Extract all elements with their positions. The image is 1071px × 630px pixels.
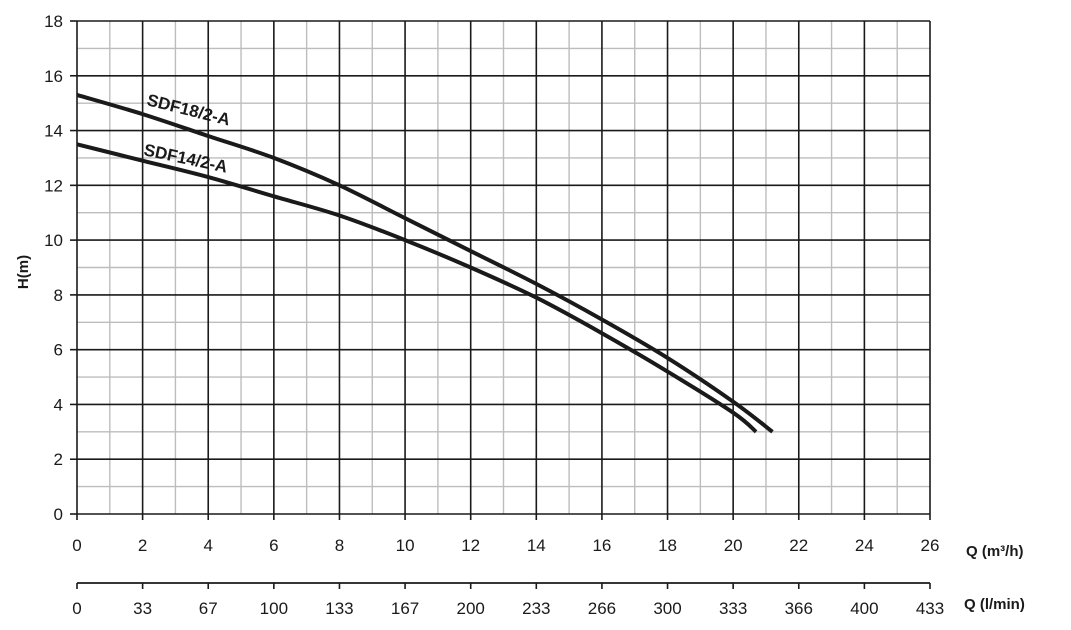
y-tick-labels: 0 2 4 6 8 10 12 14 16 18: [44, 12, 63, 524]
series-line-sdf14-2-a: [76, 142, 758, 434]
x-tick-label: 16: [592, 536, 611, 555]
secondary-tick-label: 400: [850, 599, 878, 618]
x-tick-label: 22: [789, 536, 808, 555]
y-tick-label: 18: [44, 12, 63, 31]
x-tick-label: 10: [396, 536, 415, 555]
secondary-tick-label: 266: [588, 599, 616, 618]
secondary-tick-label: 67: [199, 599, 218, 618]
y-tick-label: 10: [44, 231, 63, 250]
x-tick-label: 20: [724, 536, 743, 555]
x-tick-label: 12: [461, 536, 480, 555]
secondary-tick-label: 300: [653, 599, 681, 618]
y-tick-label: 4: [54, 395, 63, 414]
secondary-tick-label: 333: [719, 599, 747, 618]
x-axis-label: Q (m³/h): [966, 543, 1024, 560]
series-label-sdf18-2-a: SDF18/2-A: [145, 90, 232, 129]
x-tick-labels: 0 2 4 6 8 10 12 14 16 18 20 22 24 26: [72, 536, 939, 555]
x-axis-label-secondary: Q (l/min): [964, 596, 1025, 613]
y-tick-label: 14: [44, 122, 63, 141]
y-axis-label: H(m): [15, 255, 32, 289]
x-tick-label: 14: [527, 536, 546, 555]
secondary-tick-label: 433: [916, 599, 944, 618]
secondary-tick-label: 366: [785, 599, 813, 618]
x-tick-label: 4: [203, 536, 212, 555]
secondary-tick-label: 167: [391, 599, 419, 618]
y-tick-label: 8: [54, 286, 63, 305]
y-tick-label: 16: [44, 67, 63, 86]
secondary-x-axis: 0 33 67 100 133 167 200 233 266 300 333 366 400 433: [72, 582, 944, 618]
secondary-tick-label: 33: [133, 599, 152, 618]
y-tick-label: 12: [44, 176, 63, 195]
y-tick-label: 6: [54, 341, 63, 360]
y-tick-label: 2: [54, 450, 63, 469]
x-tick-label: 0: [72, 536, 81, 555]
x-tick-label: 2: [138, 536, 147, 555]
secondary-tick-label: 133: [325, 599, 353, 618]
series-line-sdf18-2-a: [76, 92, 774, 434]
secondary-tick-label: 100: [260, 599, 288, 618]
x-tick-label: 18: [658, 536, 677, 555]
series-lines: [76, 92, 774, 434]
x-tick-label: 8: [335, 536, 344, 555]
x-tick-label: 26: [921, 536, 940, 555]
major-gridlines: [70, 20, 931, 520]
x-tick-label: 24: [855, 536, 874, 555]
secondary-tick-label: 200: [457, 599, 485, 618]
secondary-tick-label: 233: [522, 599, 550, 618]
y-tick-label: 0: [54, 505, 63, 524]
secondary-tick-label: 0: [72, 599, 81, 618]
x-tick-label: 6: [269, 536, 278, 555]
